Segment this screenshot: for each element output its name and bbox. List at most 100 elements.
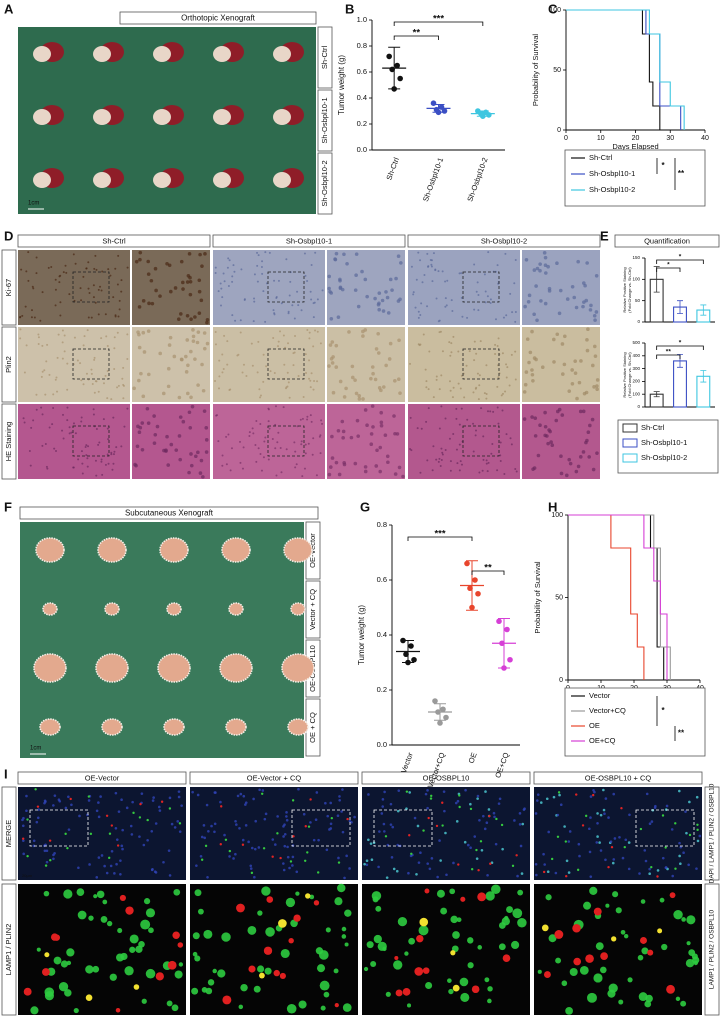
cell: [100, 289, 103, 292]
cell: [475, 429, 478, 432]
cell: [497, 422, 500, 425]
nucleus: [682, 851, 685, 855]
nucleus: [497, 802, 501, 805]
puncta: [397, 916, 408, 927]
cell: [388, 277, 393, 282]
cell: [538, 268, 542, 273]
puncta: [88, 915, 94, 921]
nucleus: [596, 835, 599, 838]
puncta: [316, 964, 326, 973]
cell: [309, 379, 312, 382]
cell: [185, 338, 190, 342]
cell: [306, 418, 309, 421]
puncta: [467, 962, 474, 969]
panel-title: OE-OSBPL10: [423, 773, 470, 782]
cell: [459, 460, 462, 463]
puncta: [48, 839, 52, 842]
cell: [58, 275, 61, 278]
cell: [22, 417, 25, 420]
cell: [120, 445, 123, 448]
nucleus: [426, 789, 429, 792]
y-tick-label: 0.6: [377, 575, 387, 584]
puncta: [406, 1003, 412, 1008]
cell: [196, 383, 200, 387]
cell: [497, 376, 500, 379]
puncta: [425, 981, 433, 990]
nucleus: [283, 823, 286, 826]
puncta: [564, 840, 568, 843]
cell: [241, 467, 244, 470]
cell: [137, 430, 142, 435]
cell: [365, 423, 369, 428]
nucleus: [45, 860, 49, 864]
puncta: [23, 987, 32, 996]
cell: [275, 474, 278, 477]
cell: [448, 437, 451, 440]
nucleus: [607, 816, 610, 819]
cell: [460, 296, 463, 299]
cell: [430, 265, 433, 268]
cell: [74, 432, 77, 435]
cell: [46, 467, 49, 470]
cell: [45, 465, 48, 468]
cell: [233, 270, 236, 273]
puncta: [138, 940, 145, 948]
puncta: [109, 973, 117, 981]
cell: [40, 406, 43, 409]
cell: [306, 279, 309, 282]
cell: [417, 251, 420, 254]
cell: [153, 266, 158, 271]
cell: [27, 251, 30, 254]
nucleus: [177, 790, 181, 793]
cell: [181, 287, 185, 291]
nucleus: [250, 846, 254, 850]
cell: [184, 370, 189, 374]
cell: [248, 434, 251, 437]
puncta: [502, 954, 511, 962]
cell: [93, 267, 96, 270]
puncta: [583, 901, 592, 910]
cell: [30, 316, 33, 319]
cell: [458, 469, 461, 472]
cell: [219, 304, 222, 307]
puncta: [253, 985, 261, 993]
cell: [354, 252, 359, 256]
cell: [533, 416, 538, 421]
tumor: [42, 602, 58, 616]
puncta: [117, 928, 123, 934]
scale-label: 20μm: [22, 873, 33, 878]
zoom-box: [373, 809, 433, 847]
cell: [542, 251, 547, 255]
cell: [581, 450, 586, 454]
cell: [100, 460, 103, 463]
cell: [514, 468, 517, 471]
nucleus: [466, 843, 470, 847]
tissue: [273, 46, 291, 62]
nucleus: [476, 797, 479, 800]
puncta: [177, 942, 184, 948]
nucleus: [283, 832, 287, 836]
cell: [347, 330, 351, 334]
data-point: [441, 108, 448, 114]
cell: [331, 390, 336, 395]
cell: [510, 443, 513, 446]
cell: [509, 437, 512, 440]
cell: [189, 463, 194, 468]
cell: [427, 388, 430, 391]
nucleus: [595, 841, 599, 844]
nucleus: [115, 862, 118, 866]
nucleus: [589, 875, 593, 878]
cell: [319, 434, 322, 437]
cell: [181, 419, 186, 424]
cell: [309, 386, 312, 389]
puncta: [334, 1002, 339, 1008]
cell: [242, 363, 245, 366]
nucleus: [286, 855, 290, 859]
panel-letter: C: [548, 1, 558, 16]
cell: [532, 268, 537, 272]
cell: [327, 274, 332, 279]
cell: [177, 434, 182, 438]
puncta: [424, 888, 430, 894]
nucleus: [283, 844, 287, 848]
cell: [276, 441, 279, 444]
